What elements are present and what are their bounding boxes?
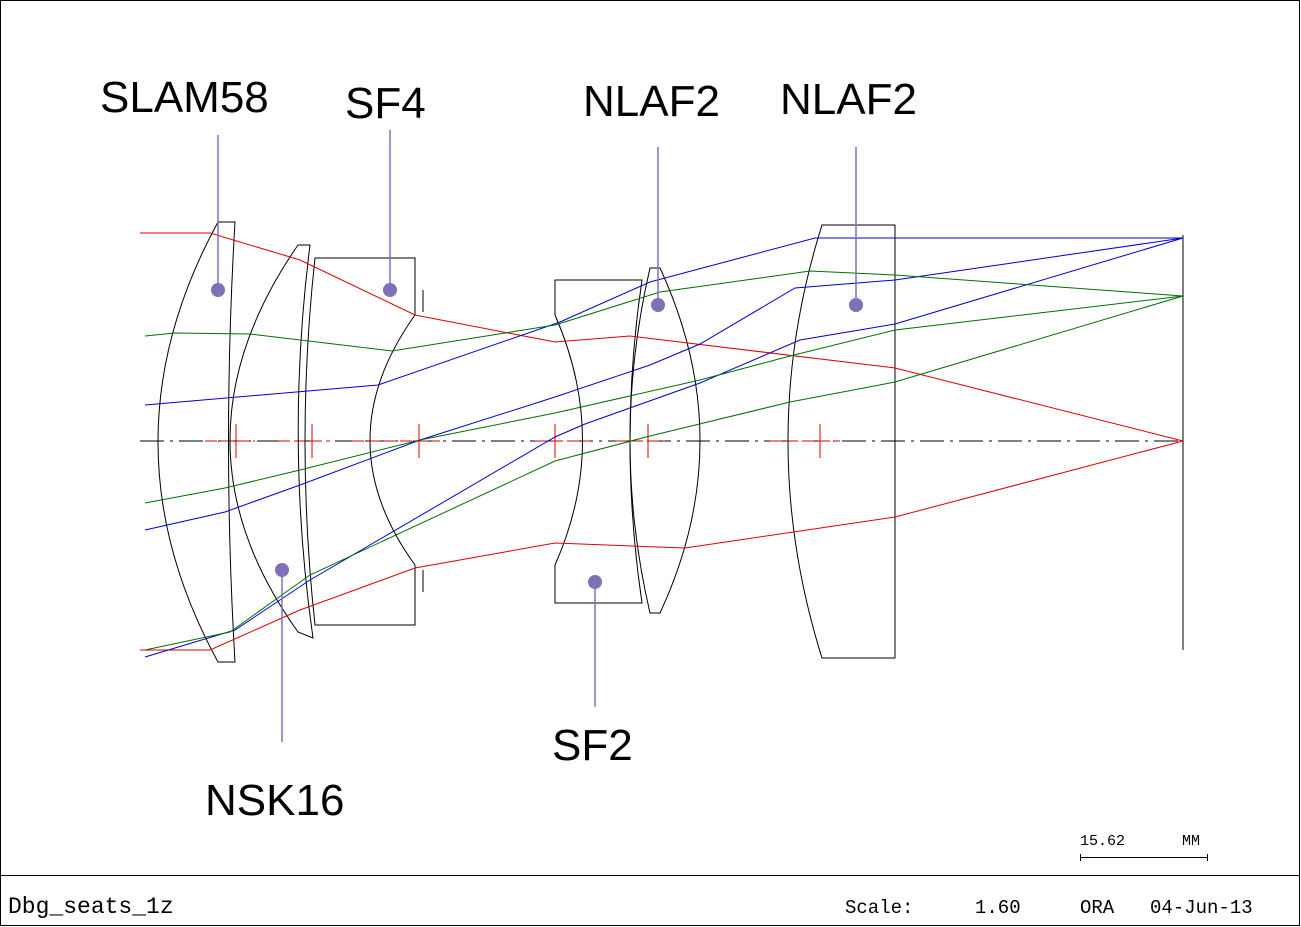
lens-nlaf2 <box>787 224 896 659</box>
date: 04-Jun-13 <box>1150 897 1253 919</box>
design-name: Dbg_seats_1z <box>8 894 174 920</box>
ray <box>144 270 1184 352</box>
glass-label: NLAF2 <box>780 75 917 124</box>
scale-bar <box>1080 854 1208 861</box>
ray <box>144 295 1184 651</box>
glass-label: SF4 <box>345 79 426 128</box>
glass-label: SF2 <box>552 721 633 770</box>
lens-sf4 <box>304 257 416 626</box>
scale-label: Scale: <box>845 897 913 919</box>
vertex-marks <box>205 424 840 458</box>
scale-value: 1.60 <box>975 897 1021 919</box>
ray <box>144 295 1184 504</box>
leader-dot <box>211 283 225 297</box>
glass-label: SLAM58 <box>100 73 269 122</box>
leader-dot <box>651 298 665 312</box>
scale-length: 15.62 <box>1080 833 1125 850</box>
ray <box>140 232 1184 442</box>
lens-slam58 <box>157 221 236 663</box>
ray <box>144 237 1183 406</box>
glass-label: NSK16 <box>205 776 344 825</box>
ray <box>144 237 1184 658</box>
leader-dot <box>588 575 602 589</box>
glass-label: NLAF2 <box>583 77 720 126</box>
program: ORA <box>1080 897 1115 919</box>
lens-nlaf2 <box>629 267 701 614</box>
ray <box>144 237 1184 531</box>
leader-dot <box>275 563 289 577</box>
ray <box>140 440 1184 651</box>
leader-dot <box>383 283 397 297</box>
scale-unit: MM <box>1182 833 1200 850</box>
lens-nsk16 <box>229 244 314 639</box>
leader-dot <box>849 298 863 312</box>
